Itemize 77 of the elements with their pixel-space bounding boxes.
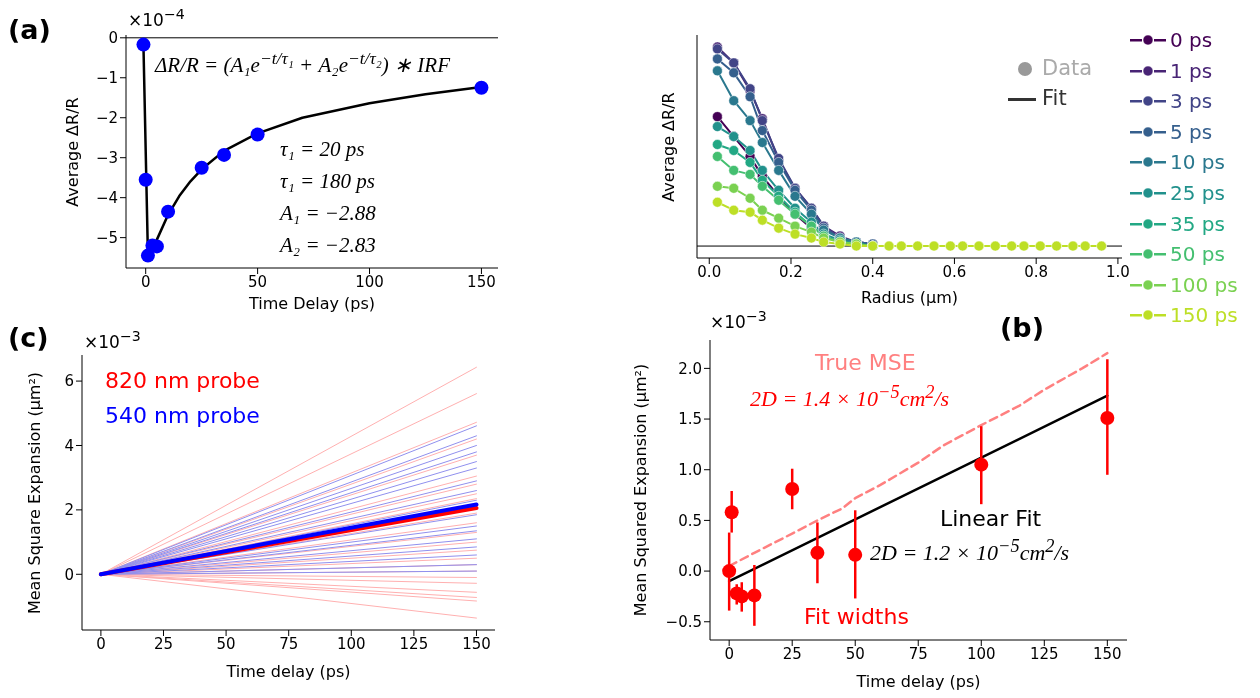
- legend-label: 150 ps: [1170, 303, 1238, 328]
- x-tick-label: 0.8: [1024, 262, 1049, 281]
- text: True MSE: [815, 350, 916, 375]
- annotation: ΔR/R = (A₁e$^{−t/τ₁}$ + A₂e$^{−t/τ₂}$) ∗ IRF: [155, 48, 450, 78]
- chart-title: (b): [1000, 312, 1045, 343]
- x-tick-label: 25: [153, 634, 174, 653]
- x-tick-label: 100: [966, 644, 996, 663]
- x-tick-label: 125: [1029, 644, 1059, 663]
- y-tick-label: −0.5: [665, 613, 702, 632]
- y-axis-title: Average ΔR/R: [658, 91, 678, 202]
- x-tick-label: 0: [724, 644, 734, 663]
- x-tick-label: 150: [1093, 644, 1122, 663]
- x-tick-label: 150: [462, 634, 491, 653]
- y-tick-label: 6: [64, 372, 74, 391]
- legend-label: 100 ps: [1170, 272, 1238, 297]
- x-tick-label: 125: [399, 634, 429, 653]
- x-tick-label: 0.4: [860, 262, 885, 281]
- text: 540 nm probe: [105, 403, 260, 428]
- y-tick-label: 0.5: [678, 511, 702, 530]
- y-tick-label: 2.0: [678, 359, 702, 378]
- x-tick-label: 100: [355, 272, 384, 291]
- x-tick-label: 50: [216, 634, 236, 653]
- y-tick-label: 0: [64, 565, 74, 584]
- y-tick-label: −4: [95, 188, 118, 207]
- x-tick-label: 50: [845, 644, 865, 663]
- annotation: 2D = 1.4 × 10$^{−5}$cm$^{2}$/s: [750, 382, 950, 413]
- y-tick-label: 1.0: [678, 461, 702, 480]
- annotation: A₂ = −2.83: [280, 233, 376, 258]
- legend-label: 1 ps: [1170, 58, 1213, 83]
- text: ×10$^{−3}$: [84, 328, 141, 352]
- y-tick-label: −3: [95, 149, 118, 168]
- x-tick-label: 50: [248, 272, 268, 291]
- x-axis-title: Radius (μm): [860, 288, 959, 307]
- chart-title: (c): [8, 322, 49, 353]
- x-tick-label: 0.0: [697, 262, 722, 281]
- series-label: Fit widths: [804, 604, 909, 629]
- text: ×10$^{−3}$: [710, 308, 767, 332]
- legend-label: 0 ps: [1170, 28, 1213, 52]
- x-tick-label: 75: [908, 644, 928, 663]
- y-tick-label: 0: [108, 29, 118, 48]
- y-axis-title: Mean Square Expansion (μm²): [24, 371, 44, 614]
- y-axis-title: Average ΔR/R: [62, 96, 82, 207]
- x-axis-title: Time delay (ps): [855, 672, 982, 691]
- legend-label: 35 ps: [1170, 211, 1225, 236]
- x-tick-label: 0.2: [779, 262, 803, 281]
- x-tick-label: 0.6: [942, 262, 967, 281]
- y-tick-label: −5: [95, 228, 118, 247]
- text: ×10$^{−4}$: [128, 6, 185, 30]
- series-label: Linear Fit: [940, 506, 1042, 531]
- legend-label: 3 ps: [1170, 89, 1213, 114]
- annotation: A₁ = −2.88: [280, 201, 376, 226]
- x-tick-label: 1.0: [1105, 262, 1130, 281]
- x-tick-label: 75: [279, 634, 299, 653]
- x-tick-label: 25: [782, 644, 802, 663]
- legend-label: 25 ps: [1170, 181, 1225, 205]
- x-tick-label: 150: [467, 272, 496, 291]
- x-tick-label: 0: [140, 272, 151, 291]
- chart-title: (a): [8, 14, 51, 45]
- y-tick-label: 2: [64, 501, 74, 520]
- annotation: Data: [1042, 56, 1093, 80]
- text: 820 nm probe: [105, 368, 260, 393]
- y-axis-title: Mean Squared Expansion (μm²): [630, 363, 650, 617]
- annotation: Fit: [1042, 86, 1067, 110]
- annotation: 2D = 1.2 × 10$^{−5}$cm$^{2}$/s: [870, 536, 1070, 567]
- y-tick-label: 1.5: [678, 410, 702, 429]
- x-axis-title: Time delay (ps): [225, 662, 352, 681]
- y-tick-label: 4: [64, 436, 74, 455]
- x-axis-title: Time Delay (ps): [247, 294, 377, 313]
- y-tick-label: −1: [95, 69, 118, 88]
- annotation: τ₁ = 20 ps: [280, 137, 365, 162]
- annotation: τ₁ = 180 ps: [280, 169, 375, 194]
- y-tick-label: −2: [95, 109, 118, 128]
- y-tick-label: 0.0: [678, 562, 702, 581]
- x-tick-label: 100: [336, 634, 366, 653]
- legend-label: 5 ps: [1170, 119, 1213, 144]
- legend-label: 10 ps: [1170, 150, 1225, 175]
- legend-label: 50 ps: [1170, 242, 1225, 267]
